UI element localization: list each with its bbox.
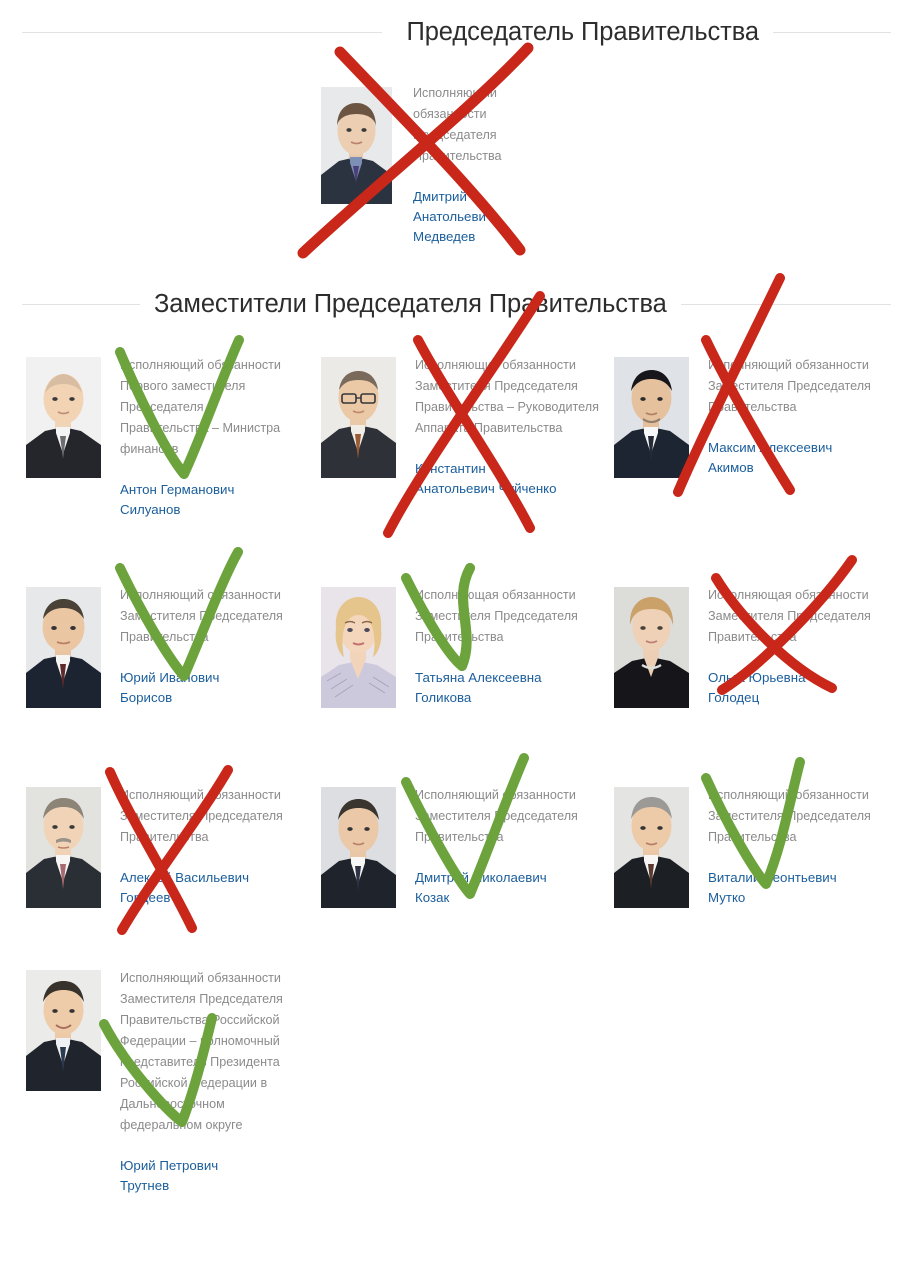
person-card-gordeev[interactable]: Исполняющий обязанности Заместителя Пред… bbox=[22, 785, 305, 910]
person-info-akimov: Исполняющий обязанности Заместителя Пред… bbox=[693, 355, 893, 478]
person-name-link-mutko[interactable]: Виталий Леонтьевич Мутко bbox=[708, 870, 837, 905]
person-role-siluanov: Исполняющий обязанности Первого заместит… bbox=[120, 358, 281, 456]
person-name-link-trutnev[interactable]: Юрий Петрович Трутнев bbox=[120, 1158, 219, 1193]
person-name-link-kozak[interactable]: Дмитрий Николаевич Козак bbox=[415, 870, 547, 905]
person-info-trutnev: Исполняющий обязанности Заместителя Пред… bbox=[105, 968, 305, 1196]
person-card-medvedev[interactable]: Исполняющий обязанности Председателя Пра… bbox=[315, 83, 526, 247]
person-photo-mutko bbox=[610, 785, 693, 910]
person-name-link-medvedev[interactable]: Дмитрий Анатольевич Медведев bbox=[413, 189, 493, 244]
person-role-golodets: Исполняющая обязанности Заместителя Пред… bbox=[708, 588, 871, 644]
person-info-mutko: Исполняющий обязанности Заместителя Пред… bbox=[693, 785, 893, 908]
person-card-golodets[interactable]: Исполняющая обязанности Заместителя Пред… bbox=[610, 585, 893, 710]
person-role-kozak: Исполняющий обязанности Заместителя Пред… bbox=[415, 788, 578, 844]
person-info-golikova: Исполняющая обязанности Заместителя Пред… bbox=[400, 585, 600, 708]
person-role-akimov: Исполняющий обязанности Заместителя Пред… bbox=[708, 358, 871, 414]
person-photo-chuychenko bbox=[317, 355, 400, 480]
person-photo-kozak bbox=[317, 785, 400, 910]
person-name-link-akimov[interactable]: Максим Алексеевич Акимов bbox=[708, 440, 833, 475]
header-rule-right-2 bbox=[680, 304, 891, 305]
section-title-chair: Председатель Правительства bbox=[406, 18, 759, 46]
header-rule-left-2 bbox=[22, 304, 140, 305]
person-role-borisov: Исполняющий обязанности Заместителя Пред… bbox=[120, 588, 283, 644]
person-photo-borisov bbox=[22, 585, 105, 710]
person-card-trutnev[interactable]: Исполняющий обязанности Заместителя Пред… bbox=[22, 968, 305, 1196]
person-role-medvedev: Исполняющий обязанности Председателя Пра… bbox=[413, 86, 502, 163]
person-card-kozak[interactable]: Исполняющий обязанности Заместителя Пред… bbox=[317, 785, 600, 910]
person-name-link-siluanov[interactable]: Антон Германович Силуанов bbox=[120, 482, 235, 517]
person-info-chuychenko: Исполняющий обязанности Заместителя Пред… bbox=[400, 355, 600, 499]
person-info-borisov: Исполняющий обязанности Заместителя Пред… bbox=[105, 585, 305, 708]
section-title-deputies: Заместители Председателя Правительства bbox=[154, 290, 667, 318]
person-role-golikova: Исполняющая обязанности Заместителя Пред… bbox=[415, 588, 578, 644]
person-info-siluanov: Исполняющий обязанности Первого заместит… bbox=[105, 355, 295, 520]
person-photo-golikova bbox=[317, 585, 400, 710]
person-card-akimov[interactable]: Исполняющий обязанности Заместителя Пред… bbox=[610, 355, 893, 480]
person-role-mutko: Исполняющий обязанности Заместителя Пред… bbox=[708, 788, 871, 844]
person-card-siluanov[interactable]: Исполняющий обязанности Первого заместит… bbox=[22, 355, 295, 520]
person-info-medvedev: Исполняющий обязанности Председателя Пра… bbox=[398, 83, 526, 247]
person-photo-siluanov bbox=[22, 355, 105, 480]
header-rule-left bbox=[22, 32, 383, 33]
person-card-chuychenko[interactable]: Исполняющий обязанности Заместителя Пред… bbox=[317, 355, 600, 499]
section-header-deputies: Заместители Председателя Правительства bbox=[0, 290, 913, 319]
person-photo-trutnev bbox=[22, 968, 105, 1093]
person-name-link-gordeev[interactable]: Алексей Васильевич Гордеев bbox=[120, 870, 249, 905]
person-role-chuychenko: Исполняющий обязанности Заместителя Пред… bbox=[415, 358, 599, 435]
person-photo-golodets bbox=[610, 585, 693, 710]
person-card-mutko[interactable]: Исполняющий обязанности Заместителя Пред… bbox=[610, 785, 893, 910]
person-name-link-chuychenko[interactable]: Константин Анатольевич Чуйченко bbox=[415, 461, 557, 496]
person-photo-gordeev bbox=[22, 785, 105, 910]
person-card-golikova[interactable]: Исполняющая обязанности Заместителя Пред… bbox=[317, 585, 600, 710]
person-info-gordeev: Исполняющий обязанности Заместителя Пред… bbox=[105, 785, 305, 908]
section-header-chair: Председатель Правительства bbox=[0, 18, 913, 47]
person-name-link-golikova[interactable]: Татьяна Алексеевна Голикова bbox=[415, 670, 542, 705]
person-name-link-golodets[interactable]: Ольга Юрьевна Голодец bbox=[708, 670, 806, 705]
header-rule-right bbox=[773, 32, 891, 33]
person-info-kozak: Исполняющий обязанности Заместителя Пред… bbox=[400, 785, 600, 908]
person-info-golodets: Исполняющая обязанности Заместителя Пред… bbox=[693, 585, 893, 708]
person-photo-akimov bbox=[610, 355, 693, 480]
person-role-gordeev: Исполняющий обязанности Заместителя Пред… bbox=[120, 788, 283, 844]
person-card-borisov[interactable]: Исполняющий обязанности Заместителя Пред… bbox=[22, 585, 305, 710]
person-photo-medvedev bbox=[315, 83, 398, 208]
person-role-trutnev: Исполняющий обязанности Заместителя Пред… bbox=[120, 971, 283, 1132]
person-name-link-borisov[interactable]: Юрий Иванович Борисов bbox=[120, 670, 220, 705]
